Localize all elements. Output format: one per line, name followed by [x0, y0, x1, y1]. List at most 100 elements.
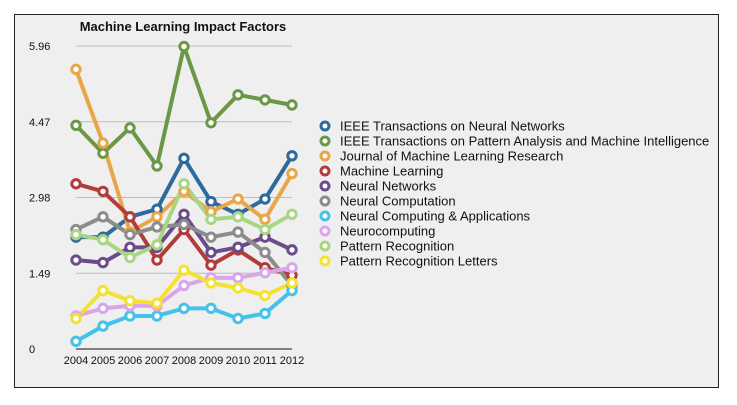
- series-group: [70, 40, 298, 348]
- data-point: [151, 297, 163, 309]
- x-tick-label: 2004: [64, 355, 88, 367]
- data-point: [70, 178, 82, 190]
- legend-marker: [319, 165, 331, 177]
- x-tick-label: 2012: [280, 355, 304, 367]
- data-point: [151, 310, 163, 322]
- x-tick-label: 2007: [145, 355, 169, 367]
- data-point: [232, 211, 244, 223]
- data-point: [178, 218, 190, 231]
- x-axis-ticks: 2004 2005 2006 2007 2008 2009 2010 2011 2012: [64, 355, 304, 367]
- data-point: [97, 147, 109, 159]
- x-tick-label: 2006: [118, 355, 142, 367]
- data-point: [151, 239, 163, 251]
- legend-label: IEEE Transactions on Neural Networks: [340, 119, 565, 134]
- data-point: [70, 228, 82, 241]
- data-point: [124, 310, 136, 322]
- data-point: [232, 193, 244, 205]
- legend-marker: [319, 135, 331, 147]
- data-point: [151, 211, 163, 223]
- data-point: [205, 259, 217, 271]
- series-line: [75, 289, 294, 344]
- data-point: [259, 213, 271, 226]
- data-point: [259, 94, 271, 106]
- data-point: [232, 312, 244, 325]
- data-point: [178, 302, 190, 315]
- y-tick-label: 4.47: [29, 117, 50, 129]
- data-point: [286, 167, 298, 180]
- data-point: [151, 160, 163, 172]
- data-point: [205, 246, 217, 259]
- data-point: [259, 289, 271, 302]
- data-point: [70, 254, 82, 266]
- data-point: [124, 251, 136, 264]
- data-point: [286, 208, 298, 220]
- legend-label: Neural Computation: [340, 194, 456, 209]
- chart-title: Machine Learning Impact Factors: [80, 19, 287, 34]
- legend-marker: [319, 120, 331, 132]
- data-point: [124, 122, 136, 134]
- data-point: [178, 178, 190, 190]
- legend-marker: [319, 225, 331, 237]
- data-point: [97, 137, 109, 149]
- data-point: [205, 231, 217, 243]
- data-point: [286, 261, 298, 274]
- data-point: [70, 119, 82, 132]
- legend-label: Journal of Machine Learning Research: [340, 149, 563, 164]
- data-point: [286, 277, 298, 289]
- legend-marker: [319, 150, 331, 162]
- data-point: [151, 221, 163, 233]
- x-tick-label: 2009: [199, 355, 223, 367]
- data-point: [124, 295, 136, 307]
- data-point: [205, 195, 217, 208]
- data-point: [151, 254, 163, 266]
- y-tick-label: 1.49: [29, 268, 50, 280]
- data-point: [97, 233, 109, 246]
- legend-marker: [319, 255, 331, 267]
- data-point: [205, 213, 217, 226]
- data-point: [232, 272, 244, 284]
- legend: IEEE Transactions on Neural NetworksIEEE…: [319, 119, 709, 269]
- data-point: [205, 302, 217, 315]
- data-point: [124, 211, 136, 223]
- data-point: [205, 117, 217, 129]
- data-point: [124, 241, 136, 254]
- data-point: [232, 282, 244, 294]
- data-point: [286, 244, 298, 256]
- y-tick-label: 0: [29, 344, 35, 356]
- y-tick-label: 5.96: [29, 41, 50, 53]
- data-point: [178, 152, 190, 165]
- data-point: [178, 279, 190, 292]
- data-point: [178, 208, 190, 220]
- x-tick-label: 2008: [172, 355, 196, 367]
- legend-marker: [319, 180, 331, 192]
- x-tick-label: 2011: [253, 355, 277, 367]
- data-point: [70, 63, 82, 76]
- data-point: [259, 267, 271, 279]
- series-line: [74, 44, 293, 168]
- data-point: [178, 40, 190, 53]
- data-point: [124, 228, 136, 241]
- data-point: [97, 211, 109, 223]
- data-point: [97, 302, 109, 315]
- data-point: [286, 99, 298, 111]
- legend-label: Neural Networks: [340, 179, 437, 194]
- legend-label: IEEE Transactions on Pattern Analysis an…: [340, 134, 709, 149]
- data-point: [97, 320, 109, 332]
- data-point: [70, 335, 82, 348]
- data-point: [70, 312, 82, 325]
- data-point: [97, 284, 109, 297]
- y-tick-label: 2.98: [29, 193, 50, 205]
- chart-frame: [14, 14, 719, 388]
- data-point: [178, 264, 190, 276]
- legend-label: Pattern Recognition Letters: [340, 254, 498, 269]
- data-point: [232, 226, 244, 238]
- data-point: [259, 246, 271, 259]
- legend-label: Neurocomputing: [340, 224, 435, 239]
- data-point: [232, 89, 244, 101]
- data-point: [97, 256, 109, 269]
- data-point: [259, 193, 271, 205]
- data-point: [97, 185, 109, 198]
- data-point: [259, 307, 271, 320]
- data-point: [232, 241, 244, 254]
- legend-label: Pattern Recognition: [340, 239, 454, 254]
